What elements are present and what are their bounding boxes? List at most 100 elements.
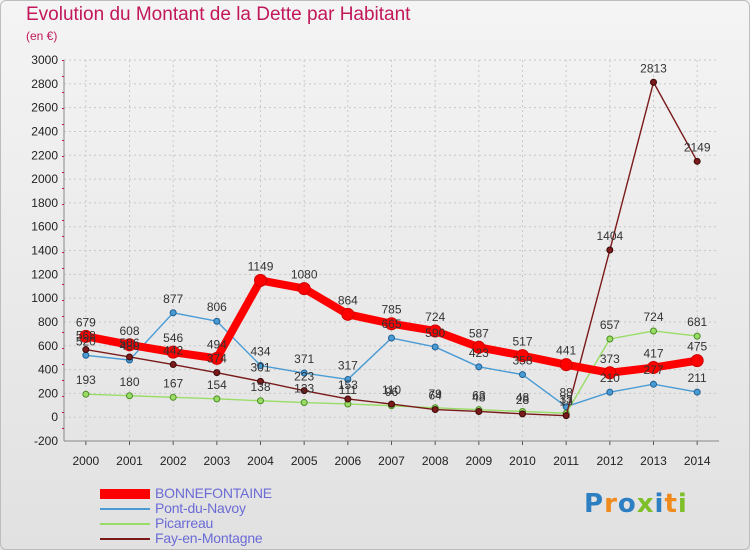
legend-label-bonnefontaine: BONNEFONTAINE — [155, 485, 272, 501]
data-label: 417 — [643, 347, 663, 361]
data-label: 111 — [339, 383, 358, 397]
data-point — [257, 377, 264, 385]
data-label: 193 — [76, 373, 96, 387]
data-point — [213, 317, 221, 325]
data-point — [603, 366, 617, 380]
data-point — [475, 407, 483, 415]
data-label: 48 — [516, 390, 530, 404]
data-labels-layer: 679 608 546 494 1149 1080 864 785 724 587 517 441 37… — [76, 61, 711, 408]
data-label: 665 — [381, 317, 401, 331]
y-tick-label: 1200 — [31, 267, 58, 281]
data-point — [213, 395, 221, 403]
x-tick-label: 2011 — [553, 454, 579, 468]
data-label: 153 — [338, 378, 358, 392]
x-tick-label: 2008 — [422, 454, 449, 468]
logo-letter: o — [617, 489, 637, 519]
data-label: 520 — [76, 334, 96, 348]
data-label: 724 — [425, 310, 445, 324]
data-label: 28 — [516, 393, 530, 407]
data-label: 587 — [469, 326, 489, 340]
data-label: 506 — [119, 336, 139, 350]
data-point — [388, 334, 395, 342]
data-point — [519, 410, 526, 418]
y-tick-label: 1600 — [31, 220, 58, 234]
data-label: 517 — [512, 335, 532, 349]
data-label: 679 — [76, 315, 96, 329]
x-tick-label: 2012 — [596, 454, 623, 468]
data-label: 13 — [559, 395, 573, 409]
data-point — [82, 346, 90, 354]
data-label: 494 — [207, 337, 227, 351]
data-label: 211 — [688, 371, 707, 385]
data-point — [693, 157, 701, 165]
data-point — [300, 399, 308, 407]
y-tick-label: 2800 — [31, 77, 58, 91]
data-label: 441 — [556, 344, 576, 358]
data-point — [690, 354, 704, 368]
data-label: 475 — [687, 340, 707, 354]
y-tick-label: 1000 — [31, 291, 58, 305]
legend-swatch-bonnefontaine — [100, 489, 150, 499]
chart-subtitle: (en €) — [26, 29, 58, 43]
x-tick-label: 2013 — [640, 454, 667, 468]
legend-swatch-fay-en-montagne — [100, 538, 150, 540]
data-label: 210 — [600, 371, 620, 385]
data-label: 681 — [687, 315, 707, 329]
y-tick-label: 2000 — [31, 172, 58, 186]
data-point — [169, 393, 177, 401]
data-point — [606, 335, 614, 343]
data-point — [388, 400, 395, 408]
data-point — [344, 395, 352, 403]
data-point — [169, 361, 177, 369]
data-label: 1404 — [596, 229, 623, 243]
data-label: 2813 — [640, 61, 667, 75]
data-label: 785 — [381, 303, 401, 317]
data-label: 877 — [163, 292, 183, 306]
y-tick-label: 600 — [38, 339, 58, 353]
x-tick-label: 2001 — [116, 454, 143, 468]
data-label: 63 — [472, 389, 486, 403]
data-point — [126, 392, 133, 400]
data-point — [385, 317, 398, 331]
y-tick-label: 1400 — [31, 244, 58, 258]
data-point — [519, 371, 526, 379]
data-label: 96 — [385, 385, 399, 399]
chart-title: Evolution du Montant de la Dette par Hab… — [26, 4, 411, 25]
data-point — [123, 338, 136, 352]
axes-layer: -200 0 200 400 600 800 1000 1200 1400 1600 1800 200… — [31, 53, 719, 468]
data-point — [82, 390, 90, 398]
data-point — [472, 340, 486, 354]
data-point — [431, 343, 439, 351]
x-tick-label: 2010 — [509, 454, 536, 468]
x-tick-label: 2002 — [160, 454, 187, 468]
data-label: 123 — [294, 382, 314, 396]
data-label: 806 — [207, 300, 227, 314]
data-label: 864 — [338, 293, 358, 307]
data-label: 657 — [600, 318, 620, 332]
x-tick-label: 2000 — [72, 454, 99, 468]
y-tick-label: -200 — [34, 434, 58, 448]
proxiti-logo: Proxiti — [584, 489, 688, 519]
legend-swatch-picarreau — [100, 523, 150, 525]
x-tick-label: 2006 — [334, 454, 361, 468]
data-label: 2149 — [684, 140, 711, 154]
logo-letter: r — [604, 489, 618, 519]
data-point — [126, 353, 133, 361]
logo-letter: P — [584, 489, 605, 519]
data-point — [431, 406, 439, 414]
data-label: 480 — [119, 339, 139, 353]
logo-letter: i — [677, 489, 688, 519]
x-tick-label: 2005 — [291, 454, 318, 468]
legend-swatch-pont-du-navoy — [100, 508, 150, 510]
data-point — [300, 369, 308, 377]
y-tick-label: 2200 — [31, 148, 58, 162]
data-label: 277 — [643, 363, 663, 377]
legend-label-picarreau: Picarreau — [155, 515, 214, 531]
data-point — [428, 324, 442, 338]
data-point — [82, 351, 90, 359]
y-tick-label: 0 — [51, 410, 58, 424]
data-point — [650, 78, 657, 86]
data-label: 180 — [119, 375, 139, 389]
data-label: 371 — [294, 352, 314, 366]
